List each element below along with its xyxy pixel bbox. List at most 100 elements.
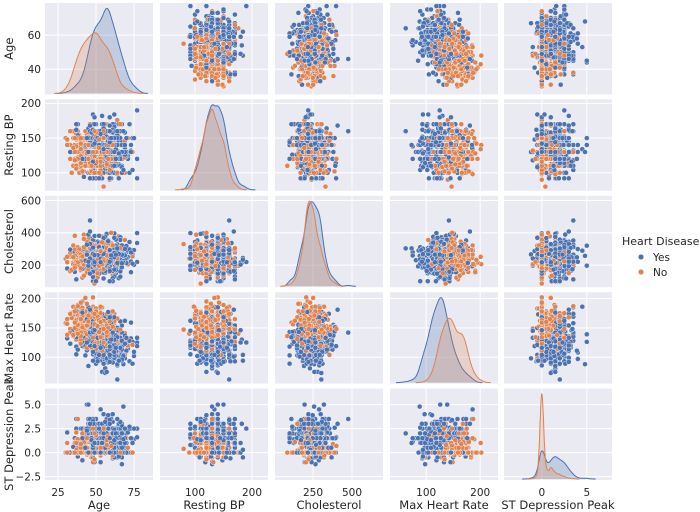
point-no — [209, 52, 215, 59]
point-no — [327, 63, 334, 69]
point-no — [315, 158, 322, 165]
point-yes — [226, 18, 232, 25]
panel-resting-bp-vs-age — [45, 99, 153, 191]
point-yes — [194, 18, 201, 25]
point-yes — [428, 6, 434, 13]
point-yes — [410, 37, 416, 43]
point-no — [64, 136, 70, 143]
point-yes — [539, 51, 545, 57]
point-yes — [323, 3, 330, 9]
point-no — [311, 170, 317, 176]
point-yes — [129, 167, 136, 173]
point-no — [456, 58, 462, 64]
point-no — [100, 135, 107, 141]
point-yes — [91, 140, 98, 147]
point-no — [318, 121, 325, 127]
point-no — [220, 66, 227, 73]
point-yes — [548, 8, 554, 14]
point-no — [547, 66, 553, 73]
point-no — [455, 73, 461, 79]
point-yes — [433, 3, 440, 9]
point-yes — [322, 149, 328, 155]
point-yes — [286, 34, 293, 40]
point-yes — [307, 111, 314, 118]
point-yes — [437, 107, 443, 114]
point-yes — [311, 32, 318, 38]
point-no — [297, 170, 304, 176]
point-yes — [539, 34, 545, 40]
point-yes — [326, 22, 333, 28]
point-yes — [304, 167, 311, 173]
point-yes — [330, 46, 337, 52]
point-no — [326, 17, 333, 23]
point-yes — [294, 56, 300, 62]
point-yes — [305, 107, 311, 114]
point-yes — [312, 51, 318, 57]
point-no — [114, 170, 121, 176]
point-yes — [330, 149, 337, 155]
point-yes — [566, 56, 572, 62]
point-yes — [227, 71, 234, 78]
point-no — [292, 63, 298, 69]
point-yes — [312, 27, 319, 33]
point-yes — [298, 163, 304, 169]
point-yes — [439, 32, 446, 38]
point-yes — [561, 17, 567, 23]
point-yes — [317, 78, 323, 84]
point-yes — [584, 58, 590, 64]
point-yes — [447, 175, 454, 182]
point-yes — [120, 128, 127, 134]
panel-resting-bp-vs-max-heart-rate — [390, 99, 498, 191]
panel-marks — [180, 3, 250, 90]
point-yes — [84, 135, 90, 141]
point-no — [321, 30, 327, 37]
point-no — [532, 51, 539, 57]
point-no — [100, 183, 107, 190]
point-yes — [425, 34, 431, 40]
point-yes — [575, 30, 581, 37]
point-yes — [96, 175, 102, 182]
point-yes — [433, 34, 439, 40]
point-no — [300, 73, 306, 79]
point-yes — [232, 71, 238, 78]
point-yes — [334, 122, 341, 129]
kde-fill-no — [54, 32, 145, 94]
point-yes — [286, 156, 293, 162]
point-yes — [122, 142, 128, 148]
point-no — [322, 183, 329, 190]
point-yes — [435, 78, 442, 84]
point-no — [215, 81, 221, 88]
point-yes — [81, 174, 87, 180]
point-no — [326, 138, 333, 144]
point-yes — [561, 6, 567, 13]
point-yes — [425, 61, 431, 67]
point-yes — [567, 39, 574, 45]
point-yes — [305, 121, 311, 127]
point-yes — [548, 42, 554, 49]
point-yes — [561, 46, 567, 52]
point-no — [216, 66, 222, 73]
panel-marks — [284, 107, 351, 190]
point-no — [180, 41, 187, 47]
point-yes — [108, 135, 114, 141]
point-no — [212, 75, 219, 81]
point-yes — [209, 10, 215, 16]
point-no — [324, 42, 330, 49]
point-yes — [286, 49, 293, 55]
point-yes — [558, 81, 564, 88]
point-yes — [318, 17, 324, 23]
point-yes — [123, 135, 130, 141]
point-yes — [317, 128, 323, 134]
point-no — [85, 156, 92, 162]
point-yes — [530, 44, 536, 50]
point-yes — [553, 3, 559, 9]
point-no — [452, 47, 458, 54]
point-yes — [126, 121, 133, 127]
point-yes — [224, 44, 230, 50]
point-no — [473, 66, 480, 73]
point-yes — [134, 107, 140, 114]
point-yes — [296, 34, 303, 40]
point-no — [97, 158, 104, 165]
point-yes — [319, 142, 325, 148]
point-yes — [305, 149, 312, 155]
